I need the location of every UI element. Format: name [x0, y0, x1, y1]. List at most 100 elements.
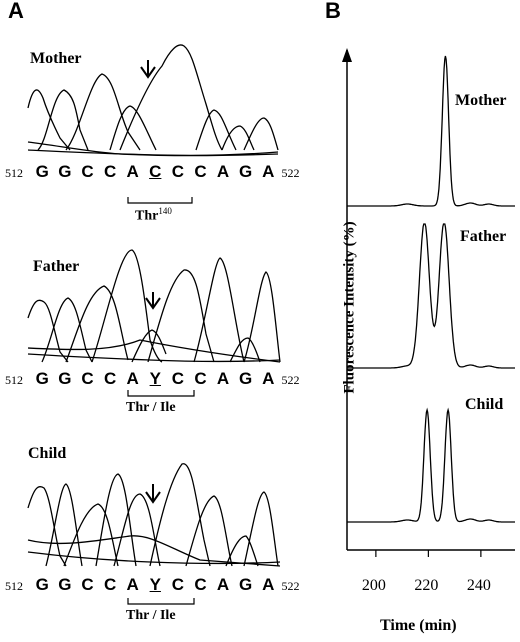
father-base: G: [239, 369, 253, 388]
father-base: A: [262, 369, 275, 388]
father-base: C: [81, 369, 94, 388]
chromatogram-traces: [347, 55, 515, 523]
child-trace-3: [63, 503, 119, 567]
child-base: C: [171, 575, 184, 594]
child-variant-base: Y: [149, 575, 161, 594]
father-base: C: [103, 369, 117, 388]
child-codon-label: Thr / Ile: [126, 608, 176, 623]
mother-label: Mother: [30, 50, 82, 67]
child-trace-4: [95, 473, 137, 567]
child-end-position: 522: [281, 579, 300, 593]
father-trace-7: [193, 257, 245, 363]
child-trace-6: [149, 463, 211, 567]
child-base: G: [35, 575, 49, 594]
mother-base: C: [81, 162, 94, 181]
child-sequence: 512 G G C C A Y C C A G A 522: [5, 575, 300, 595]
y-axis-label: Fluorescence Intensity (%): [341, 221, 358, 394]
child-base: C: [103, 575, 117, 594]
mother-trace-5: [119, 44, 223, 151]
child-chromatogram: [27, 463, 281, 605]
father-trace-9: [243, 271, 281, 363]
father-sequence: 512 G G C C A Y C C A G A 522: [5, 369, 300, 389]
x-axis-ticks: [375, 550, 482, 557]
child-base: A: [216, 575, 230, 594]
mother-base: G: [239, 162, 253, 181]
child-base: C: [81, 575, 94, 594]
mother-trace-6: [195, 109, 237, 151]
child-start-position: 512: [5, 579, 23, 593]
father-trace-6: [147, 269, 215, 363]
b-father-label: Father: [460, 228, 507, 245]
mother-base: A: [216, 162, 230, 181]
x-tick-label: 200: [361, 577, 386, 594]
father-trace-8: [229, 337, 261, 363]
father-base: G: [35, 369, 49, 388]
child-baseline-1: [27, 535, 281, 567]
panel-a-letter: A: [8, 0, 24, 23]
mother-base: A: [262, 162, 275, 181]
father-chromatogram: [27, 249, 281, 397]
child-trace-5: [113, 493, 161, 567]
father-start-position: 512: [5, 373, 23, 387]
b-mother-label: Mother: [455, 92, 507, 109]
father-base: A: [126, 369, 139, 388]
mother-base: A: [126, 162, 139, 181]
mother-chromatogram: [27, 44, 279, 204]
father-trace-3: [65, 285, 129, 363]
mother-codon-bracket: [127, 197, 193, 204]
father-baseline-2: [27, 339, 281, 363]
y-axis-arrow-icon: [342, 48, 352, 62]
child-base: C: [194, 575, 207, 594]
child-base: A: [126, 575, 139, 594]
child-trace-8: [225, 535, 259, 567]
father-trace-2: [41, 297, 93, 363]
trace-mother: [347, 55, 515, 207]
child-trace-7: [185, 495, 233, 567]
child-label: Child: [28, 445, 67, 462]
child-codon-bracket: [127, 598, 195, 605]
father-trace-5: [131, 329, 167, 363]
x-tick-label: 240: [466, 577, 491, 594]
father-codon-label: Thr / Ile: [126, 400, 176, 415]
mother-trace-8: [243, 117, 279, 151]
child-trace-1: [27, 485, 67, 567]
b-child-label: Child: [465, 396, 504, 413]
father-codon-bracket: [127, 390, 195, 397]
mother-sequence: 512 G G C C A C C C A G A 522: [5, 162, 300, 182]
mother-codon-label: Thr140: [135, 206, 172, 225]
mother-trace-4: [109, 105, 157, 151]
mother-arrow-icon: [140, 60, 156, 79]
child-trace-9: [243, 491, 279, 567]
mother-codon-name: Thr: [135, 208, 159, 224]
father-arrow-icon: [145, 292, 161, 310]
child-arrow-icon: [145, 484, 161, 504]
father-baseline-1: [27, 353, 281, 363]
panel-b-letter: B: [325, 0, 341, 23]
trace-father: [347, 223, 515, 369]
father-trace-1: [27, 299, 69, 363]
father-base: C: [194, 369, 207, 388]
mother-base: G: [35, 162, 49, 181]
x-tick-label: 220: [414, 577, 439, 594]
father-base: C: [171, 369, 184, 388]
father-label: Father: [33, 258, 80, 275]
child-base: G: [58, 575, 72, 594]
mother-trace-2: [37, 89, 89, 151]
mother-trace-7: [221, 125, 255, 151]
father-base: G: [58, 369, 72, 388]
mother-base: C: [171, 162, 184, 181]
mother-trace-1: [27, 89, 71, 151]
father-base: A: [216, 369, 230, 388]
x-axis-label: Time (min): [380, 617, 457, 634]
mother-base: G: [58, 162, 72, 181]
father-end-position: 522: [281, 373, 300, 387]
mother-start-position: 512: [5, 166, 23, 180]
mother-codon-position: 140: [158, 206, 172, 216]
father-trace-4: [91, 249, 163, 363]
trace-child: [347, 407, 515, 523]
child-baseline-2: [27, 551, 281, 565]
mother-end-position: 522: [281, 166, 300, 180]
mother-variant-base: C: [149, 162, 162, 181]
mother-base: C: [194, 162, 207, 181]
